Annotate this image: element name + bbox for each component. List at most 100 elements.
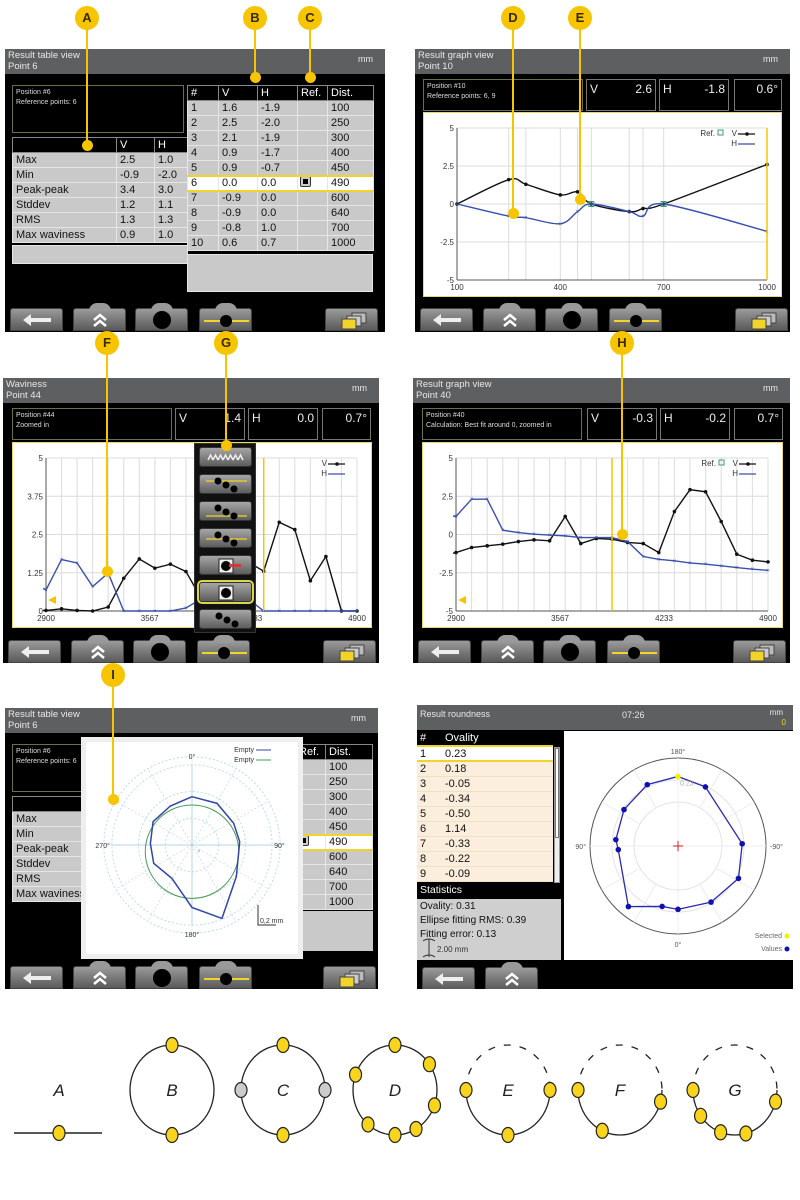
- level-up-button[interactable]: [485, 962, 538, 989]
- table-row[interactable]: 7 -0.9 0.0 600: [187, 190, 374, 206]
- level-up-button[interactable]: [71, 635, 124, 663]
- ref-cell[interactable]: [297, 190, 328, 206]
- back-button[interactable]: [420, 308, 473, 331]
- menu-button-select-point[interactable]: [197, 580, 254, 604]
- h-readout: H -0.2: [660, 408, 730, 440]
- ref-cell[interactable]: [297, 235, 328, 251]
- windows-button[interactable]: [323, 966, 376, 989]
- point-button[interactable]: [133, 635, 186, 663]
- h-data-point: ×: [340, 609, 344, 615]
- back-arrow-icon: [21, 646, 49, 658]
- table-row[interactable]: 700: [295, 879, 373, 895]
- menu-button-align-top[interactable]: [199, 474, 252, 494]
- table-row[interactable]: 6 1.14: [417, 821, 553, 837]
- level-up-button[interactable]: [481, 635, 534, 663]
- table-row[interactable]: 450: [295, 819, 373, 835]
- back-button[interactable]: [10, 966, 63, 989]
- table-row[interactable]: 9 -0.09: [417, 866, 553, 882]
- back-button[interactable]: [422, 967, 475, 989]
- table-row[interactable]: 250: [295, 774, 373, 790]
- menu-button-points[interactable]: [199, 609, 252, 629]
- callout-marker: D: [501, 6, 525, 30]
- line-point-button[interactable]: [197, 635, 250, 663]
- legend-label: Empty: [234, 747, 254, 754]
- table-row[interactable]: 2 0.18: [417, 761, 553, 777]
- table-row[interactable]: 1 1.6 -1.9 100: [187, 100, 374, 116]
- windows-button[interactable]: [325, 308, 378, 331]
- table-row[interactable]: 10 0.6 0.7 1000: [187, 235, 374, 251]
- ref-cell[interactable]: [297, 145, 328, 161]
- table-row[interactable]: 2 2.5 -2.0 250: [187, 115, 374, 131]
- measurement-point: [768, 1093, 783, 1110]
- table-row[interactable]: 600: [295, 849, 373, 865]
- unit-indicator: 0: [781, 718, 786, 727]
- back-button[interactable]: [10, 308, 63, 331]
- ref-cell[interactable]: [297, 100, 328, 116]
- table-row[interactable]: 6 0.0 0.0 490: [187, 174, 374, 192]
- point-button[interactable]: [135, 303, 188, 331]
- table-row[interactable]: 7 -0.33: [417, 836, 553, 852]
- table-row[interactable]: 8 -0.9 0.0 640: [187, 205, 374, 221]
- table-row[interactable]: 4 -0.34: [417, 791, 553, 807]
- callout-target-dot: [82, 140, 93, 151]
- menu-button-remove-point[interactable]: [199, 555, 252, 575]
- h-data-point: ×: [470, 497, 474, 503]
- point-button[interactable]: [545, 303, 598, 331]
- menu-button-align-middle[interactable]: [199, 528, 252, 548]
- table-row[interactable]: RMS 1.3 1.3: [12, 212, 189, 228]
- scrollbar-thumb[interactable]: [555, 748, 559, 838]
- value-point: [708, 899, 714, 905]
- measurement-point: [276, 1126, 290, 1144]
- table-row[interactable]: 3 2.1 -1.9 300: [187, 130, 374, 146]
- table-row[interactable]: 490: [295, 833, 373, 851]
- back-button[interactable]: [418, 640, 471, 663]
- table-row[interactable]: 400: [295, 804, 373, 820]
- line-point-button[interactable]: [609, 303, 662, 331]
- point-button[interactable]: [135, 961, 188, 989]
- x-tick-label: 3567: [141, 614, 159, 623]
- table-row[interactable]: 4 0.9 -1.7 400: [187, 145, 374, 161]
- table-row[interactable]: 5 -0.50: [417, 806, 553, 822]
- windows-button[interactable]: [735, 308, 788, 331]
- point-icon: [563, 311, 581, 329]
- table-row[interactable]: Stddev 1.2 1.1: [12, 197, 189, 213]
- table-row[interactable]: Min -0.9 -2.0: [12, 167, 189, 183]
- menu-button-align-bottom[interactable]: [199, 501, 252, 521]
- windows-button[interactable]: [733, 640, 786, 663]
- ref-cell[interactable]: [297, 174, 328, 192]
- level-up-button[interactable]: [73, 303, 126, 331]
- table-cell: 300: [325, 789, 373, 805]
- statistic-line: Ellipse fitting RMS: 0.39: [420, 915, 527, 926]
- line-point-button[interactable]: [607, 635, 660, 663]
- value-point: [644, 781, 651, 788]
- ref-cell[interactable]: [297, 205, 328, 221]
- windows-button[interactable]: [323, 640, 376, 663]
- table-row[interactable]: Max waviness 0.9 1.0: [12, 227, 189, 243]
- screen-title: Result graph view: [416, 379, 492, 390]
- table-row[interactable]: 640: [295, 864, 373, 880]
- ref-cell[interactable]: [297, 115, 328, 131]
- menu-button-waviness[interactable]: [199, 447, 252, 467]
- table-row[interactable]: 9 -0.8 1.0 700: [187, 220, 374, 236]
- line-point-button[interactable]: [199, 303, 252, 331]
- back-button[interactable]: [8, 640, 61, 663]
- ref-cell[interactable]: [297, 160, 328, 176]
- line-point-button[interactable]: [199, 961, 252, 989]
- level-up-button[interactable]: [73, 961, 126, 989]
- table-row[interactable]: 1000: [295, 894, 373, 910]
- table-row[interactable]: 100: [295, 759, 373, 775]
- measurement-pattern-diagrams: A B C D E F G: [14, 1036, 783, 1144]
- ref-cell[interactable]: [297, 130, 328, 146]
- table-cell: 450: [325, 819, 373, 835]
- level-up-button[interactable]: [483, 303, 536, 331]
- point-button[interactable]: [543, 635, 596, 663]
- table-row[interactable]: Peak-peak 3.4 3.0: [12, 182, 189, 198]
- table-row[interactable]: 5 0.9 -0.7 450: [187, 160, 374, 176]
- table-row[interactable]: 300: [295, 789, 373, 805]
- double-chevron-up-icon: [501, 645, 515, 659]
- table-row[interactable]: 3 -0.05: [417, 776, 553, 792]
- table-row[interactable]: Max 2.5 1.0: [12, 152, 189, 168]
- table-row[interactable]: 1 0.23: [417, 745, 553, 762]
- ref-cell[interactable]: [297, 220, 328, 236]
- table-row[interactable]: 8 -0.22: [417, 851, 553, 867]
